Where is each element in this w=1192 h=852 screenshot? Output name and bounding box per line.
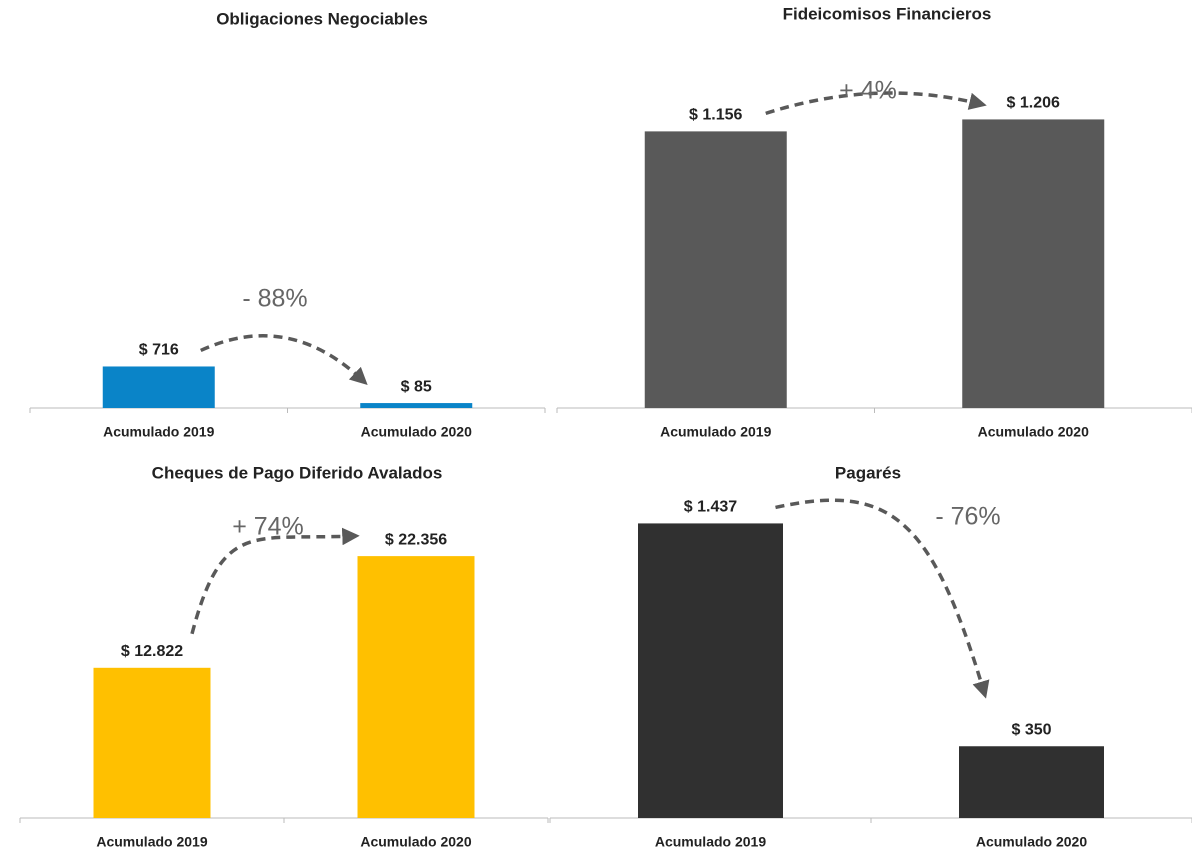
value-label: $ 1.437: [684, 499, 737, 516]
change-annotation: - 76%: [935, 503, 1000, 531]
value-label: $ 85: [401, 378, 432, 395]
bar: [357, 556, 475, 818]
x-tick-label: Acumulado 2020: [361, 424, 472, 440]
change-annotation: + 4%: [839, 77, 897, 105]
value-label: $ 716: [139, 342, 179, 359]
chart-title: Cheques de Pago Diferido Avalados: [152, 463, 443, 482]
x-tick-label: Acumulado 2020: [360, 834, 471, 850]
trend-arrow: [765, 91, 987, 116]
bar: [962, 119, 1105, 409]
value-label: $ 12.822: [121, 643, 183, 660]
change-annotation: - 88%: [242, 285, 307, 313]
chart-title: Pagarés: [835, 463, 901, 482]
bar: [93, 667, 211, 818]
bar: [638, 523, 783, 818]
change-annotation: + 74%: [232, 513, 304, 541]
bar: [360, 403, 473, 408]
x-tick-label: Acumulado 2020: [976, 834, 1087, 850]
trend-arrow: [775, 498, 990, 699]
x-tick-label: Acumulado 2020: [978, 424, 1089, 440]
value-label: $ 1.206: [1007, 95, 1060, 112]
value-label: $ 1.156: [689, 107, 742, 124]
x-tick-label: Acumulado 2019: [660, 424, 771, 440]
bar: [102, 366, 215, 408]
chart-title: Obligaciones Negociables: [216, 9, 428, 28]
x-tick-label: Acumulado 2019: [655, 834, 766, 850]
x-tick-label: Acumulado 2019: [103, 424, 214, 440]
value-label: $ 22.356: [385, 531, 447, 548]
trend-arrow: [200, 334, 368, 386]
bar: [959, 746, 1104, 818]
value-label: $ 350: [1011, 721, 1051, 738]
x-tick-label: Acumulado 2019: [96, 834, 207, 850]
chart-title: Fideicomisos Financieros: [783, 4, 992, 23]
trend-arrow: [190, 527, 360, 635]
bar: [644, 131, 787, 408]
